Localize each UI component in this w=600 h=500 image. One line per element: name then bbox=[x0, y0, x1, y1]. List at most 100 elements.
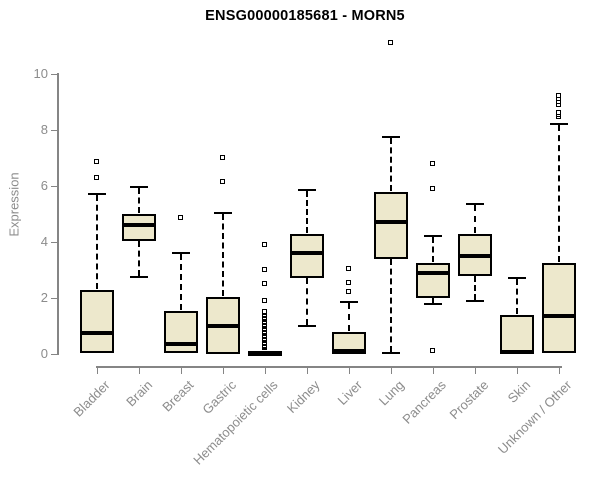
whisker-cap-upper-pancreas bbox=[424, 235, 442, 238]
whisker-upper-kidney bbox=[306, 191, 308, 233]
median-lung bbox=[374, 220, 408, 225]
outlier-gastric bbox=[220, 178, 225, 184]
whisker-lower-brain bbox=[138, 240, 140, 276]
whisker-cap-upper-gastric bbox=[214, 211, 232, 214]
y-tick-label: 10 bbox=[33, 66, 48, 81]
whisker-lower-pancreas bbox=[432, 298, 434, 303]
x-tick-label-lung: Lung bbox=[375, 377, 407, 409]
whisker-cap-lower-brain bbox=[130, 276, 148, 278]
whisker-upper-unknown-other bbox=[558, 125, 560, 262]
outlier-pancreas bbox=[430, 160, 435, 166]
whisker-upper-bladder bbox=[96, 195, 98, 289]
y-tick bbox=[51, 297, 57, 299]
x-tick-label-brain: Brain bbox=[122, 377, 155, 410]
x-tick-label-skin: Skin bbox=[504, 377, 533, 406]
whisker-cap-lower-prostate bbox=[466, 299, 484, 302]
x-tick bbox=[432, 366, 434, 374]
x-tick bbox=[348, 366, 350, 374]
box-brain bbox=[122, 214, 156, 241]
median-kidney bbox=[290, 251, 324, 256]
whisker-lower-prostate bbox=[474, 275, 476, 300]
outlier-breast bbox=[178, 215, 183, 221]
median-hematopoietic-cells bbox=[248, 351, 282, 356]
x-tick bbox=[474, 366, 476, 374]
x-tick bbox=[390, 366, 392, 374]
median-pancreas bbox=[416, 270, 450, 275]
whisker-upper-liver bbox=[348, 303, 350, 331]
whisker-upper-skin bbox=[516, 279, 518, 314]
whisker-cap-upper-kidney bbox=[298, 189, 316, 192]
whisker-upper-breast bbox=[180, 254, 182, 310]
whisker-upper-gastric bbox=[222, 213, 224, 296]
whisker-cap-upper-lung bbox=[382, 136, 400, 138]
median-skin bbox=[500, 350, 534, 355]
x-tick-label-gastric: Gastric bbox=[199, 377, 239, 418]
outlier-liver bbox=[346, 279, 351, 285]
x-tick bbox=[516, 366, 518, 374]
whisker-cap-upper-prostate bbox=[466, 203, 484, 206]
outlier-hematopoietic-cells bbox=[262, 281, 267, 286]
outlier-unknown-other bbox=[556, 110, 561, 116]
x-tick bbox=[306, 366, 308, 374]
x-tick-label-bladder: Bladder bbox=[70, 377, 113, 420]
x-tick bbox=[96, 366, 98, 374]
whisker-cap-upper-unknown-other bbox=[550, 123, 568, 126]
whisker-cap-upper-brain bbox=[130, 186, 148, 189]
x-tick-label-hematopoietic-cells: Hematopoietic cells bbox=[190, 377, 281, 468]
y-axis-line bbox=[57, 73, 59, 355]
box-lung bbox=[374, 191, 408, 259]
outlier-liver bbox=[346, 265, 351, 271]
outlier-hematopoietic-cells bbox=[262, 309, 267, 314]
x-tick-label-unknown-other: Unknown / Other bbox=[495, 377, 575, 457]
y-tick-label: 4 bbox=[40, 234, 48, 249]
outlier-pancreas bbox=[430, 348, 435, 354]
outlier-pancreas bbox=[430, 185, 435, 191]
y-tick-label: 6 bbox=[40, 178, 48, 193]
whisker-cap-upper-skin bbox=[508, 277, 526, 280]
median-prostate bbox=[458, 254, 492, 258]
x-tick-label-prostate: Prostate bbox=[446, 377, 491, 423]
whisker-lower-lung bbox=[390, 258, 392, 352]
whisker-cap-lower-lung bbox=[382, 351, 400, 354]
box-breast bbox=[164, 310, 198, 353]
outlier-lung bbox=[388, 40, 393, 46]
x-tick bbox=[180, 366, 182, 374]
whisker-cap-lower-kidney bbox=[298, 325, 316, 327]
chart-title: ENSG00000185681 - MORN5 bbox=[205, 8, 405, 24]
y-tick bbox=[51, 129, 57, 131]
x-tick bbox=[558, 366, 560, 374]
whisker-upper-lung bbox=[390, 138, 392, 191]
outlier-bladder bbox=[94, 174, 99, 180]
y-tick-label: 0 bbox=[40, 346, 48, 361]
y-tick bbox=[51, 185, 57, 187]
whisker-cap-upper-bladder bbox=[88, 193, 106, 196]
box-skin bbox=[500, 314, 534, 354]
outlier-hematopoietic-cells bbox=[262, 297, 267, 303]
whisker-upper-brain bbox=[138, 188, 140, 213]
x-axis-line bbox=[96, 366, 562, 368]
y-tick bbox=[51, 73, 57, 75]
whisker-upper-prostate bbox=[474, 205, 476, 233]
outlier-gastric bbox=[220, 155, 225, 160]
y-tick bbox=[51, 353, 57, 355]
whisker-lower-kidney bbox=[306, 278, 308, 325]
x-tick-label-kidney: Kidney bbox=[284, 377, 323, 417]
median-brain bbox=[122, 223, 156, 228]
box-bladder bbox=[80, 289, 114, 353]
median-bladder bbox=[80, 331, 114, 335]
outlier-liver bbox=[346, 289, 351, 295]
whisker-cap-lower-pancreas bbox=[424, 302, 442, 305]
y-tick-label: 2 bbox=[40, 290, 48, 305]
whisker-cap-upper-liver bbox=[340, 301, 358, 304]
x-tick-label-breast: Breast bbox=[159, 377, 197, 415]
x-tick bbox=[264, 366, 266, 374]
box-pancreas bbox=[416, 263, 450, 298]
median-unknown-other bbox=[542, 314, 576, 319]
y-tick-label: 8 bbox=[40, 122, 48, 137]
x-tick-label-liver: Liver bbox=[334, 377, 365, 408]
x-tick-label-pancreas: Pancreas bbox=[399, 377, 449, 427]
whisker-cap-upper-breast bbox=[172, 252, 190, 255]
median-gastric bbox=[206, 324, 240, 328]
